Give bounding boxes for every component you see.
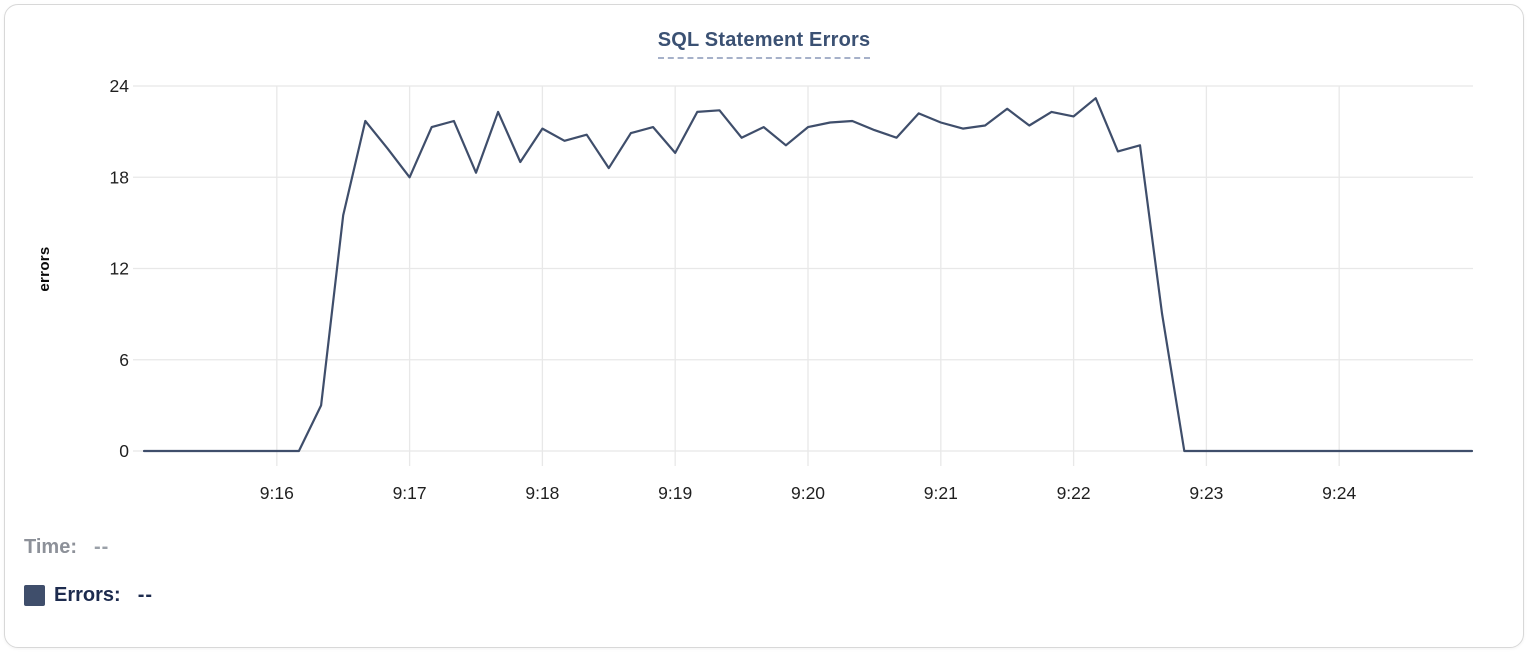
y-axis-tick-label: 24 [110, 76, 130, 96]
y-axis-tick-label: 0 [119, 441, 129, 461]
errors-series-swatch [24, 585, 45, 606]
chart-card: 0 6 12 18 24 9:16 9:17 9:18 9:19 9:20 9:21 9:22 9:23… [4, 4, 1524, 648]
x-axis-tick-label: 9:18 [525, 483, 559, 503]
x-axis-tick-label: 9:23 [1189, 483, 1223, 503]
tooltip-time-label: Time: [24, 536, 77, 558]
tooltip-time-row: Time: -- [24, 536, 109, 559]
errors-line-chart[interactable]: 0 6 12 18 24 9:16 9:17 9:18 9:19 9:20 9:21 9:22 9:23… [5, 5, 1521, 517]
y-axis-tick-label: 12 [110, 259, 129, 279]
x-axis-tick-label: 9:16 [260, 483, 294, 503]
errors-series-line [142, 97, 1474, 453]
x-axis-tick-label: 9:21 [924, 483, 958, 503]
y-axis-tick-label: 18 [110, 167, 129, 187]
x-axis-tick-label: 9:20 [791, 483, 825, 503]
tooltip-time-value: -- [93, 536, 110, 558]
y-axis-tick-label: 6 [119, 350, 129, 370]
y-axis-title: errors [36, 246, 53, 291]
legend-errors-value: -- [137, 584, 154, 606]
legend-errors-row[interactable]: Errors: -- [24, 584, 153, 607]
x-axis-tick-label: 9:19 [658, 483, 692, 503]
chart-title[interactable]: SQL Statement Errors [657, 29, 871, 59]
legend-errors-label: Errors: [54, 584, 121, 606]
x-axis-tick-label: 9:24 [1322, 483, 1356, 503]
x-axis-tick-label: 9:22 [1057, 483, 1091, 503]
chart-header: SQL Statement Errors [5, 29, 1523, 59]
x-axis-tick-label: 9:17 [393, 483, 427, 503]
